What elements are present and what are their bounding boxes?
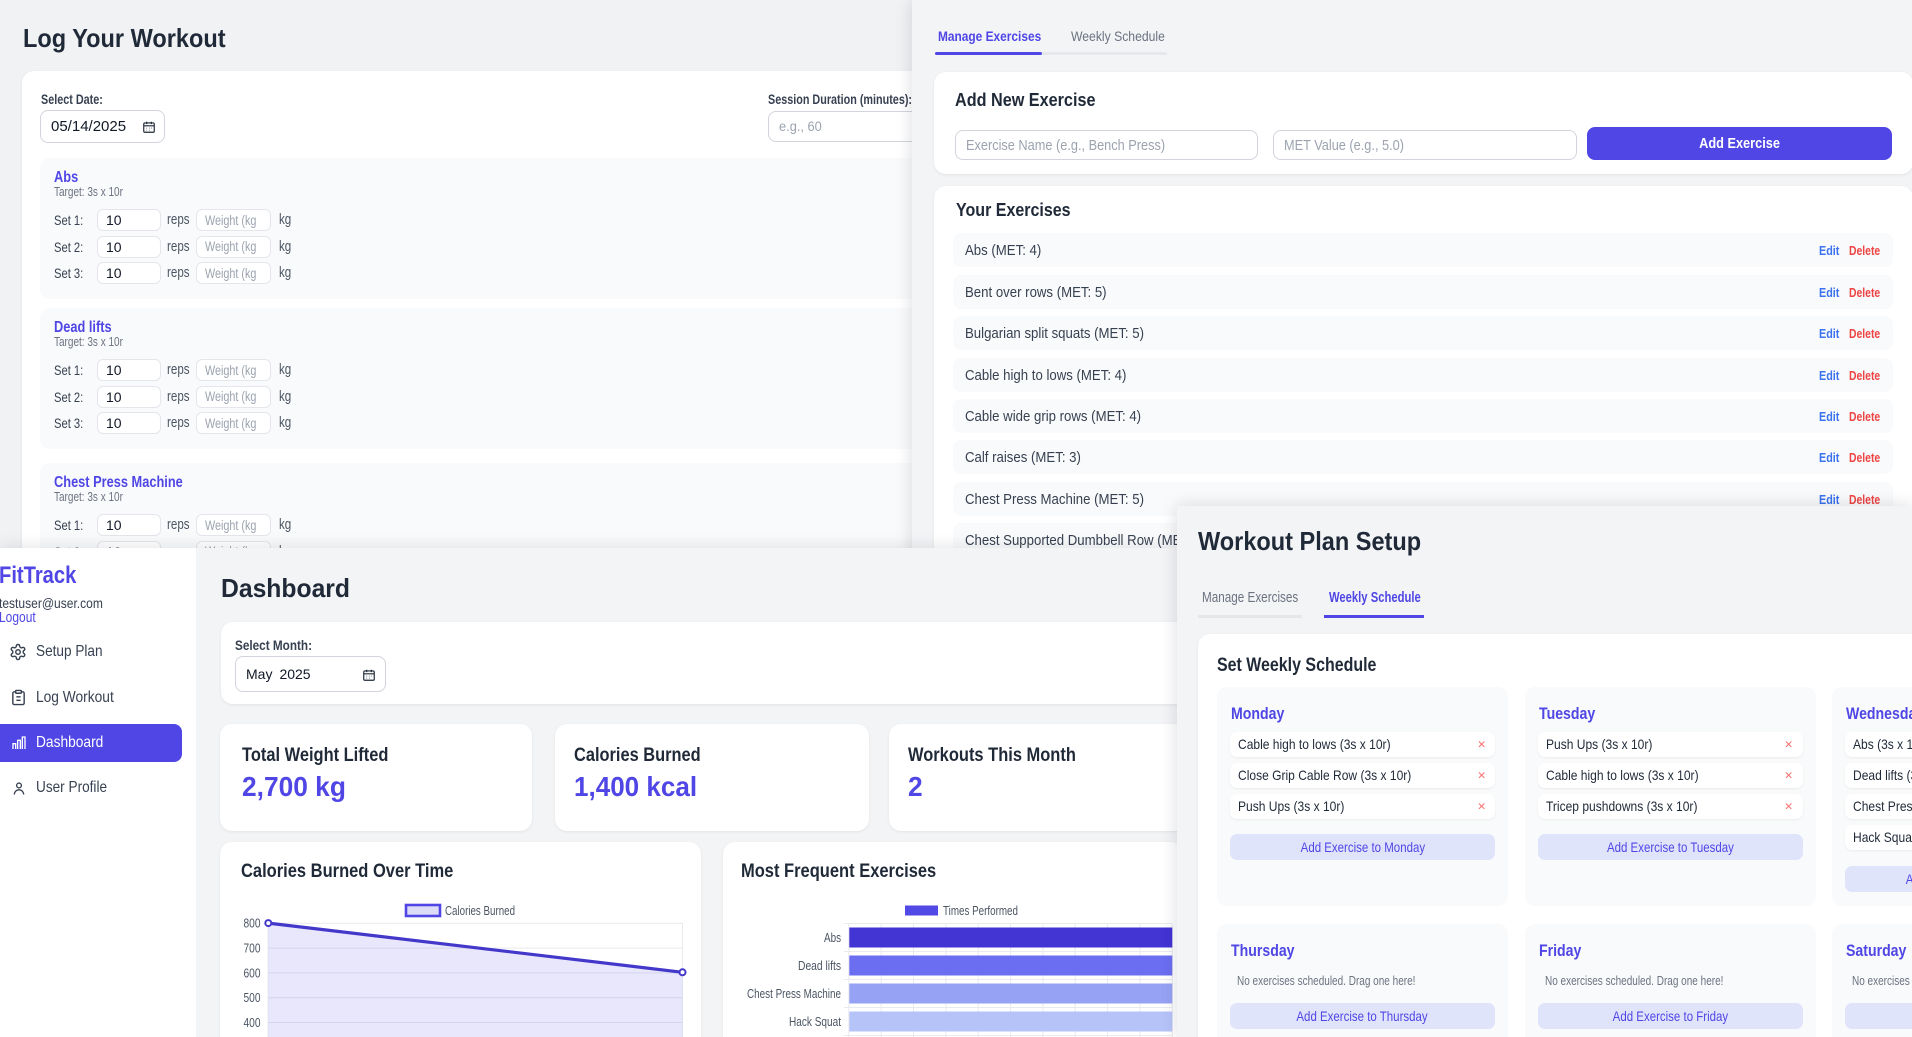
- svg-text:Dead lifts: Dead lifts: [798, 958, 841, 973]
- svg-text:600: 600: [244, 966, 261, 980]
- svg-text:400: 400: [244, 1016, 261, 1030]
- svg-text:700: 700: [244, 942, 261, 956]
- svg-text:Hack Squat: Hack Squat: [789, 1014, 841, 1029]
- svg-text:Times Performed: Times Performed: [943, 903, 1018, 918]
- svg-text:Calories Burned: Calories Burned: [445, 903, 515, 918]
- svg-text:500: 500: [244, 991, 261, 1005]
- svg-text:Abs: Abs: [824, 930, 841, 945]
- svg-text:Chest Press Machine: Chest Press Machine: [747, 986, 841, 1001]
- svg-text:800: 800: [244, 917, 261, 931]
